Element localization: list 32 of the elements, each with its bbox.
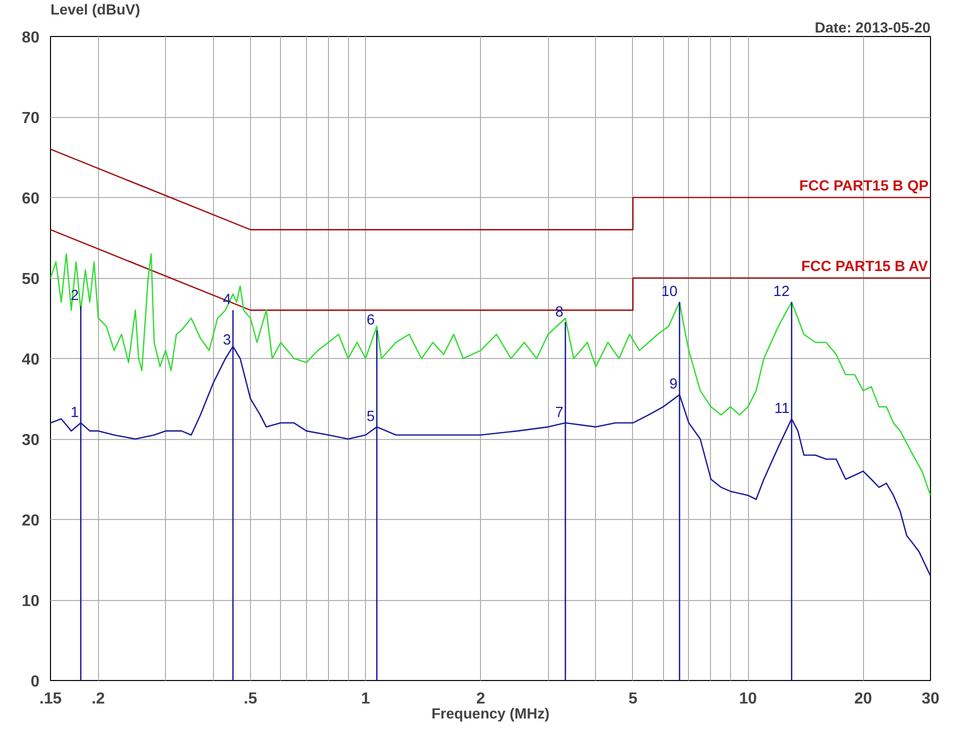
- y-tick-label: 30: [22, 432, 40, 449]
- y-tick-label: 0: [30, 674, 40, 690]
- annotation: 1: [70, 404, 79, 421]
- series-label: FCC PART15 B AV: [801, 259, 928, 275]
- y-tick-label: 20: [22, 512, 40, 530]
- y-tick-label: 40: [22, 352, 40, 368]
- x-axis-title: Frequency (MHz): [431, 706, 550, 722]
- x-tick-label: .5: [244, 690, 258, 708]
- y-tick-label: 80: [22, 30, 40, 46]
- annotation: 11: [774, 400, 790, 417]
- x-tick-label: 30: [922, 690, 940, 708]
- text: Date: 2013-05-20: [814, 20, 931, 36]
- annotation: 5: [366, 408, 375, 425]
- x-tick-label: 2: [476, 690, 486, 708]
- y-tick-label: 70: [22, 110, 40, 127]
- y-tick-label: 50: [22, 271, 40, 288]
- x-tick-label: 20: [854, 690, 872, 708]
- series-label: FCC PART15 B QP: [799, 178, 929, 194]
- annotation: 6: [366, 312, 375, 328]
- x-tick-label: .2: [92, 690, 106, 708]
- x-tick-label: 1: [361, 690, 370, 708]
- annotation: 7: [555, 404, 564, 421]
- x-tick-label: 10: [739, 690, 758, 708]
- x-tick-label: .15: [39, 690, 62, 708]
- y-tick-label: 10: [22, 593, 40, 610]
- annotation: 9: [669, 376, 678, 393]
- y-tick-label: 60: [22, 190, 40, 208]
- annotation: 3: [222, 332, 231, 348]
- annotation: 10: [661, 284, 678, 300]
- y-axis-title: Level (dBuV): [50, 2, 140, 18]
- x-tick-label: 5: [628, 690, 638, 708]
- annotation: 12: [773, 284, 790, 300]
